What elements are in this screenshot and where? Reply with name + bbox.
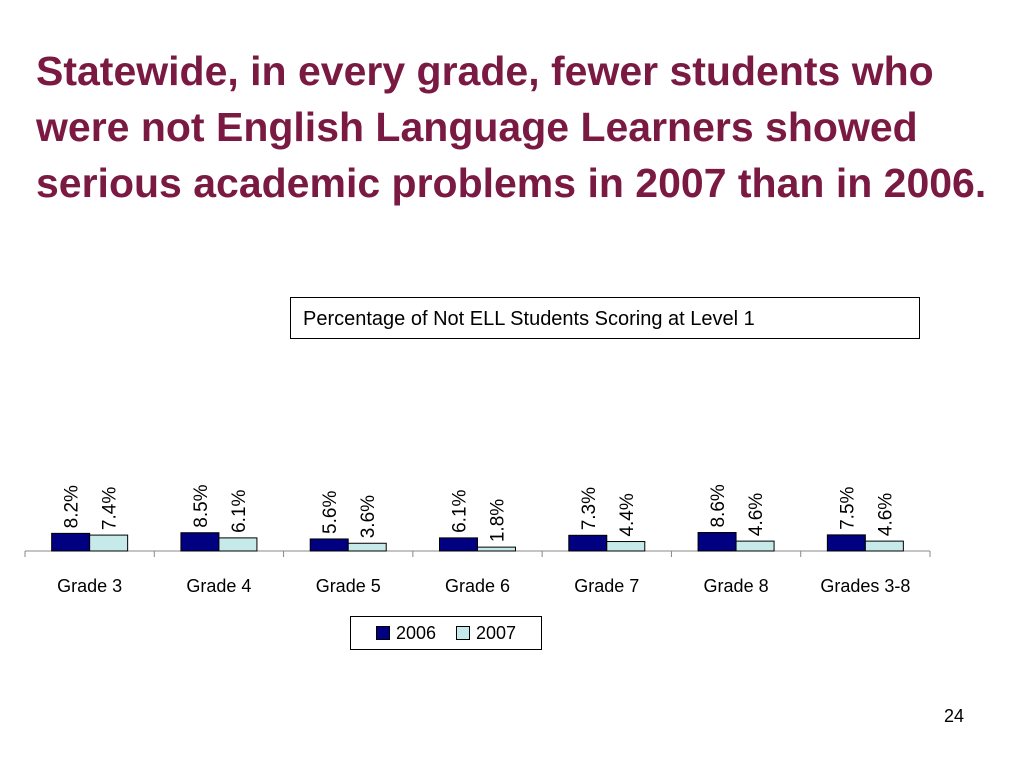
slide-title: Statewide, in every grade, fewer student… xyxy=(36,48,987,206)
bar-2007 xyxy=(347,542,387,552)
chart-legend: 2006 2007 xyxy=(350,616,542,650)
data-label-2007: 1.8% xyxy=(488,499,509,542)
data-label-2007: 3.6% xyxy=(358,495,379,538)
bar-2007 xyxy=(218,537,258,552)
x-tick-label: Grade 7 xyxy=(574,576,639,596)
x-tick-label: Grade 8 xyxy=(704,576,769,596)
legend-item-2007: 2007 xyxy=(456,623,516,644)
bar-2006 xyxy=(697,532,737,552)
data-label-2006: 8.6% xyxy=(708,484,729,527)
page-number: 24 xyxy=(943,706,964,726)
bar-2006 xyxy=(826,534,866,552)
bar-2006 xyxy=(309,538,349,552)
bar-2006 xyxy=(439,537,478,552)
bar-2007 xyxy=(477,546,516,552)
bar-2006 xyxy=(568,534,608,552)
bar-2007 xyxy=(89,534,129,552)
x-tick-label: Grade 5 xyxy=(316,576,381,596)
legend-swatch-2007 xyxy=(456,626,470,640)
bar-2006 xyxy=(180,532,220,552)
data-label-2006: 6.1% xyxy=(450,489,471,532)
data-label-2007: 6.1% xyxy=(229,489,250,532)
x-tick-label: Grade 6 xyxy=(445,576,510,596)
data-label-2006: 8.5% xyxy=(191,484,212,527)
bar-2007 xyxy=(606,541,646,552)
data-label-2006: 7.3% xyxy=(579,487,600,530)
legend-label-2006: 2006 xyxy=(395,622,436,643)
chart-title: Percentage of Not ELL Students Scoring a… xyxy=(290,297,920,339)
data-label-2006: 8.2% xyxy=(62,485,83,528)
data-label-2006: 7.5% xyxy=(837,486,858,529)
x-tick-label: Grade 3 xyxy=(57,576,122,596)
x-tick-label: Grades 3-8 xyxy=(820,576,910,596)
data-label-2006: 5.6% xyxy=(320,491,341,534)
data-label-2007: 4.6% xyxy=(746,493,767,536)
x-tick-label: Grade 4 xyxy=(186,576,251,596)
data-label-2007: 4.4% xyxy=(617,493,638,536)
legend-item-2006: 2006 xyxy=(375,622,436,644)
bar-2006 xyxy=(51,532,91,552)
data-label-2007: 4.6% xyxy=(875,493,896,536)
legend-swatch-2006 xyxy=(375,626,390,640)
data-label-2007: 7.4% xyxy=(100,487,121,530)
bar-2007 xyxy=(735,540,775,552)
bar-2007 xyxy=(864,540,904,552)
legend-label-2007: 2007 xyxy=(476,622,517,643)
